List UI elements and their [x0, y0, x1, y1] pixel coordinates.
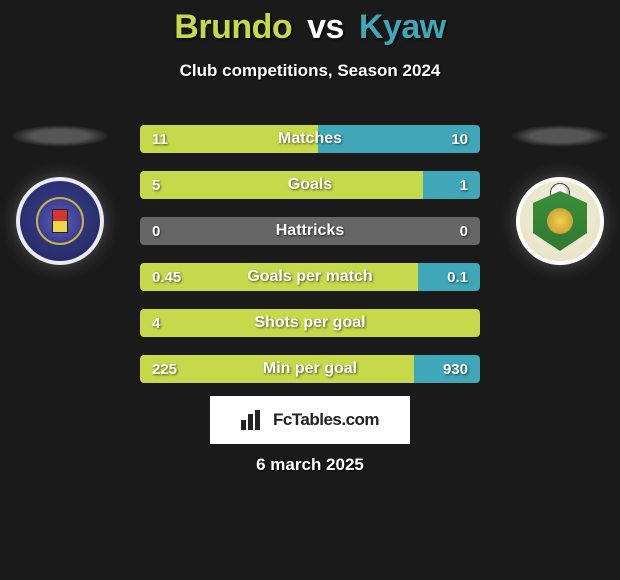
club-left [10, 125, 110, 265]
stat-fill-right [318, 125, 480, 153]
stat-fill-left [140, 125, 318, 153]
stat-fill-right [423, 171, 480, 199]
stat-row: Hattricks00 [140, 217, 480, 245]
player2-name: Kyaw [359, 8, 446, 46]
crest-icon [533, 191, 587, 251]
stat-track [140, 171, 480, 199]
shadow-ellipse-right [510, 125, 610, 147]
stat-row: Goals per match0.450.1 [140, 263, 480, 291]
stat-track [140, 217, 480, 245]
stat-track [140, 309, 480, 337]
stat-fill-right [418, 263, 480, 291]
stat-fill-right [414, 355, 480, 383]
stat-track [140, 263, 480, 291]
club-badge-left-inner [36, 197, 84, 245]
page-title: Brundo vs Kyaw [0, 0, 620, 47]
vs-separator: vs [307, 8, 344, 46]
stat-fill-left [140, 309, 480, 337]
stat-row: Matches1110 [140, 125, 480, 153]
club-badge-right [516, 177, 604, 265]
stat-track [140, 125, 480, 153]
stats-bars-container: Matches1110 Goals51 Hattricks00 Goals per m… [140, 125, 480, 401]
date-label: 6 march 2025 [0, 455, 620, 475]
brand-banner: FcTables.com [210, 396, 410, 444]
stat-row: Shots per goal4 [140, 309, 480, 337]
bars-chart-icon [241, 410, 269, 430]
stat-row: Min per goal225930 [140, 355, 480, 383]
brand-text: FcTables.com [273, 410, 379, 430]
club-right [510, 125, 610, 265]
player1-name: Brundo [174, 8, 292, 46]
stat-fill-left [140, 263, 418, 291]
shadow-ellipse-left [10, 125, 110, 147]
club-badge-left [16, 177, 104, 265]
stat-fill-left [140, 171, 423, 199]
stat-row: Goals51 [140, 171, 480, 199]
stat-fill-left [140, 355, 414, 383]
stat-track [140, 355, 480, 383]
subtitle: Club competitions, Season 2024 [0, 61, 620, 81]
